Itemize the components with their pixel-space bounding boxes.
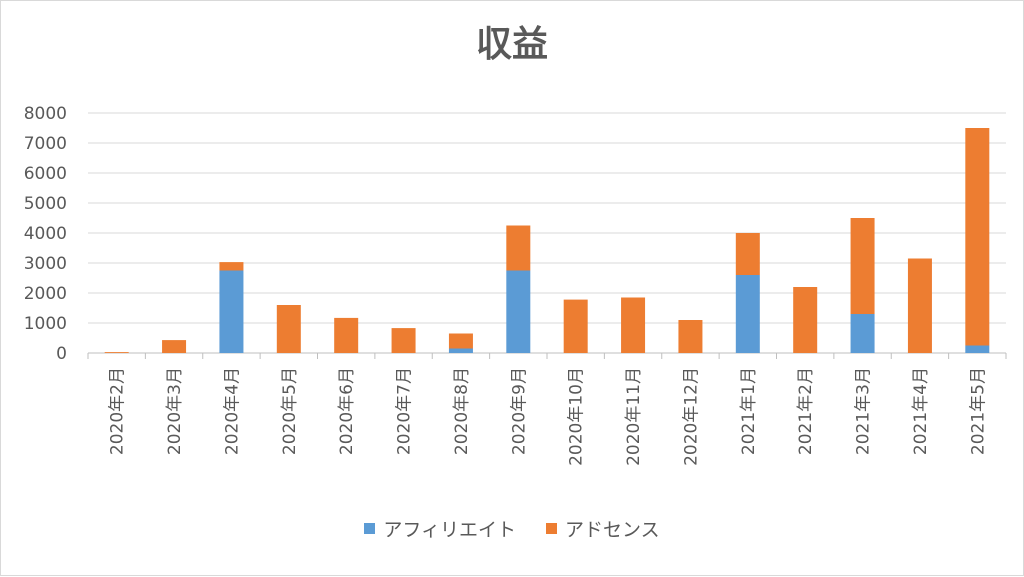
bar-affiliate bbox=[506, 270, 531, 353]
bar-adsense bbox=[965, 128, 990, 346]
bar-adsense bbox=[793, 287, 818, 353]
x-tick-label: 2020年10月 bbox=[567, 367, 587, 466]
x-tick-label: 2020年11月 bbox=[624, 367, 644, 466]
y-tick-label: 0 bbox=[56, 344, 67, 364]
bar-affiliate bbox=[219, 270, 244, 353]
legend-item-affiliate: アフィリエイト bbox=[364, 515, 516, 542]
y-tick-label: 7000 bbox=[24, 134, 67, 154]
x-tick-label: 2020年9月 bbox=[509, 367, 529, 455]
x-tick-label: 2020年3月 bbox=[165, 367, 185, 455]
x-tick-label: 2020年5月 bbox=[280, 367, 300, 455]
bar-adsense bbox=[104, 352, 129, 353]
bar-adsense bbox=[334, 317, 359, 353]
bar-adsense bbox=[850, 218, 875, 314]
y-tick-label: 5000 bbox=[24, 194, 67, 214]
bar-adsense bbox=[162, 340, 187, 353]
legend-swatch-affiliate bbox=[364, 523, 376, 534]
bar-adsense bbox=[506, 225, 531, 271]
bar-adsense bbox=[563, 299, 588, 353]
x-tick-label: 2020年12月 bbox=[681, 367, 701, 466]
x-tick-label: 2020年6月 bbox=[337, 367, 357, 455]
x-tick-label: 2020年2月 bbox=[108, 367, 128, 455]
bar-adsense bbox=[448, 333, 473, 349]
legend-swatch-adsense bbox=[546, 523, 557, 534]
y-tick-label: 2000 bbox=[24, 284, 67, 304]
bar-adsense bbox=[621, 297, 646, 353]
bar-adsense bbox=[907, 258, 932, 353]
y-tick-label: 6000 bbox=[24, 164, 67, 184]
legend-label-affiliate: アフィリエイト bbox=[383, 519, 516, 541]
x-tick-label: 2020年4月 bbox=[222, 367, 242, 455]
y-tick-label: 3000 bbox=[24, 254, 67, 274]
bar-adsense bbox=[678, 320, 703, 353]
bar-affiliate bbox=[448, 348, 473, 353]
bar-adsense bbox=[735, 233, 760, 275]
x-tick-label: 2021年1月 bbox=[739, 367, 759, 455]
y-tick-label: 8000 bbox=[24, 104, 67, 124]
y-tick-label: 4000 bbox=[24, 224, 67, 244]
bar-affiliate bbox=[965, 345, 990, 353]
x-tick-label: 2021年2月 bbox=[796, 367, 816, 455]
x-tick-label: 2021年5月 bbox=[968, 367, 988, 455]
x-tick-label: 2020年7月 bbox=[395, 367, 415, 455]
x-tick-label: 2021年3月 bbox=[854, 367, 874, 455]
bar-affiliate bbox=[735, 275, 760, 353]
legend-label-adsense: アドセンス bbox=[565, 519, 660, 541]
chart-legend: アフィリエイト アドセンス bbox=[1, 515, 1023, 542]
x-tick-label: 2021年4月 bbox=[911, 367, 931, 455]
chart-title: 収益 bbox=[475, 24, 548, 65]
bar-affiliate bbox=[850, 314, 875, 353]
y-tick-label: 1000 bbox=[24, 314, 67, 334]
legend-item-adsense: アドセンス bbox=[546, 515, 660, 542]
x-tick-label: 2020年8月 bbox=[452, 367, 472, 455]
bar-adsense bbox=[391, 328, 416, 353]
bar-adsense bbox=[219, 262, 244, 271]
bar-adsense bbox=[276, 305, 301, 353]
